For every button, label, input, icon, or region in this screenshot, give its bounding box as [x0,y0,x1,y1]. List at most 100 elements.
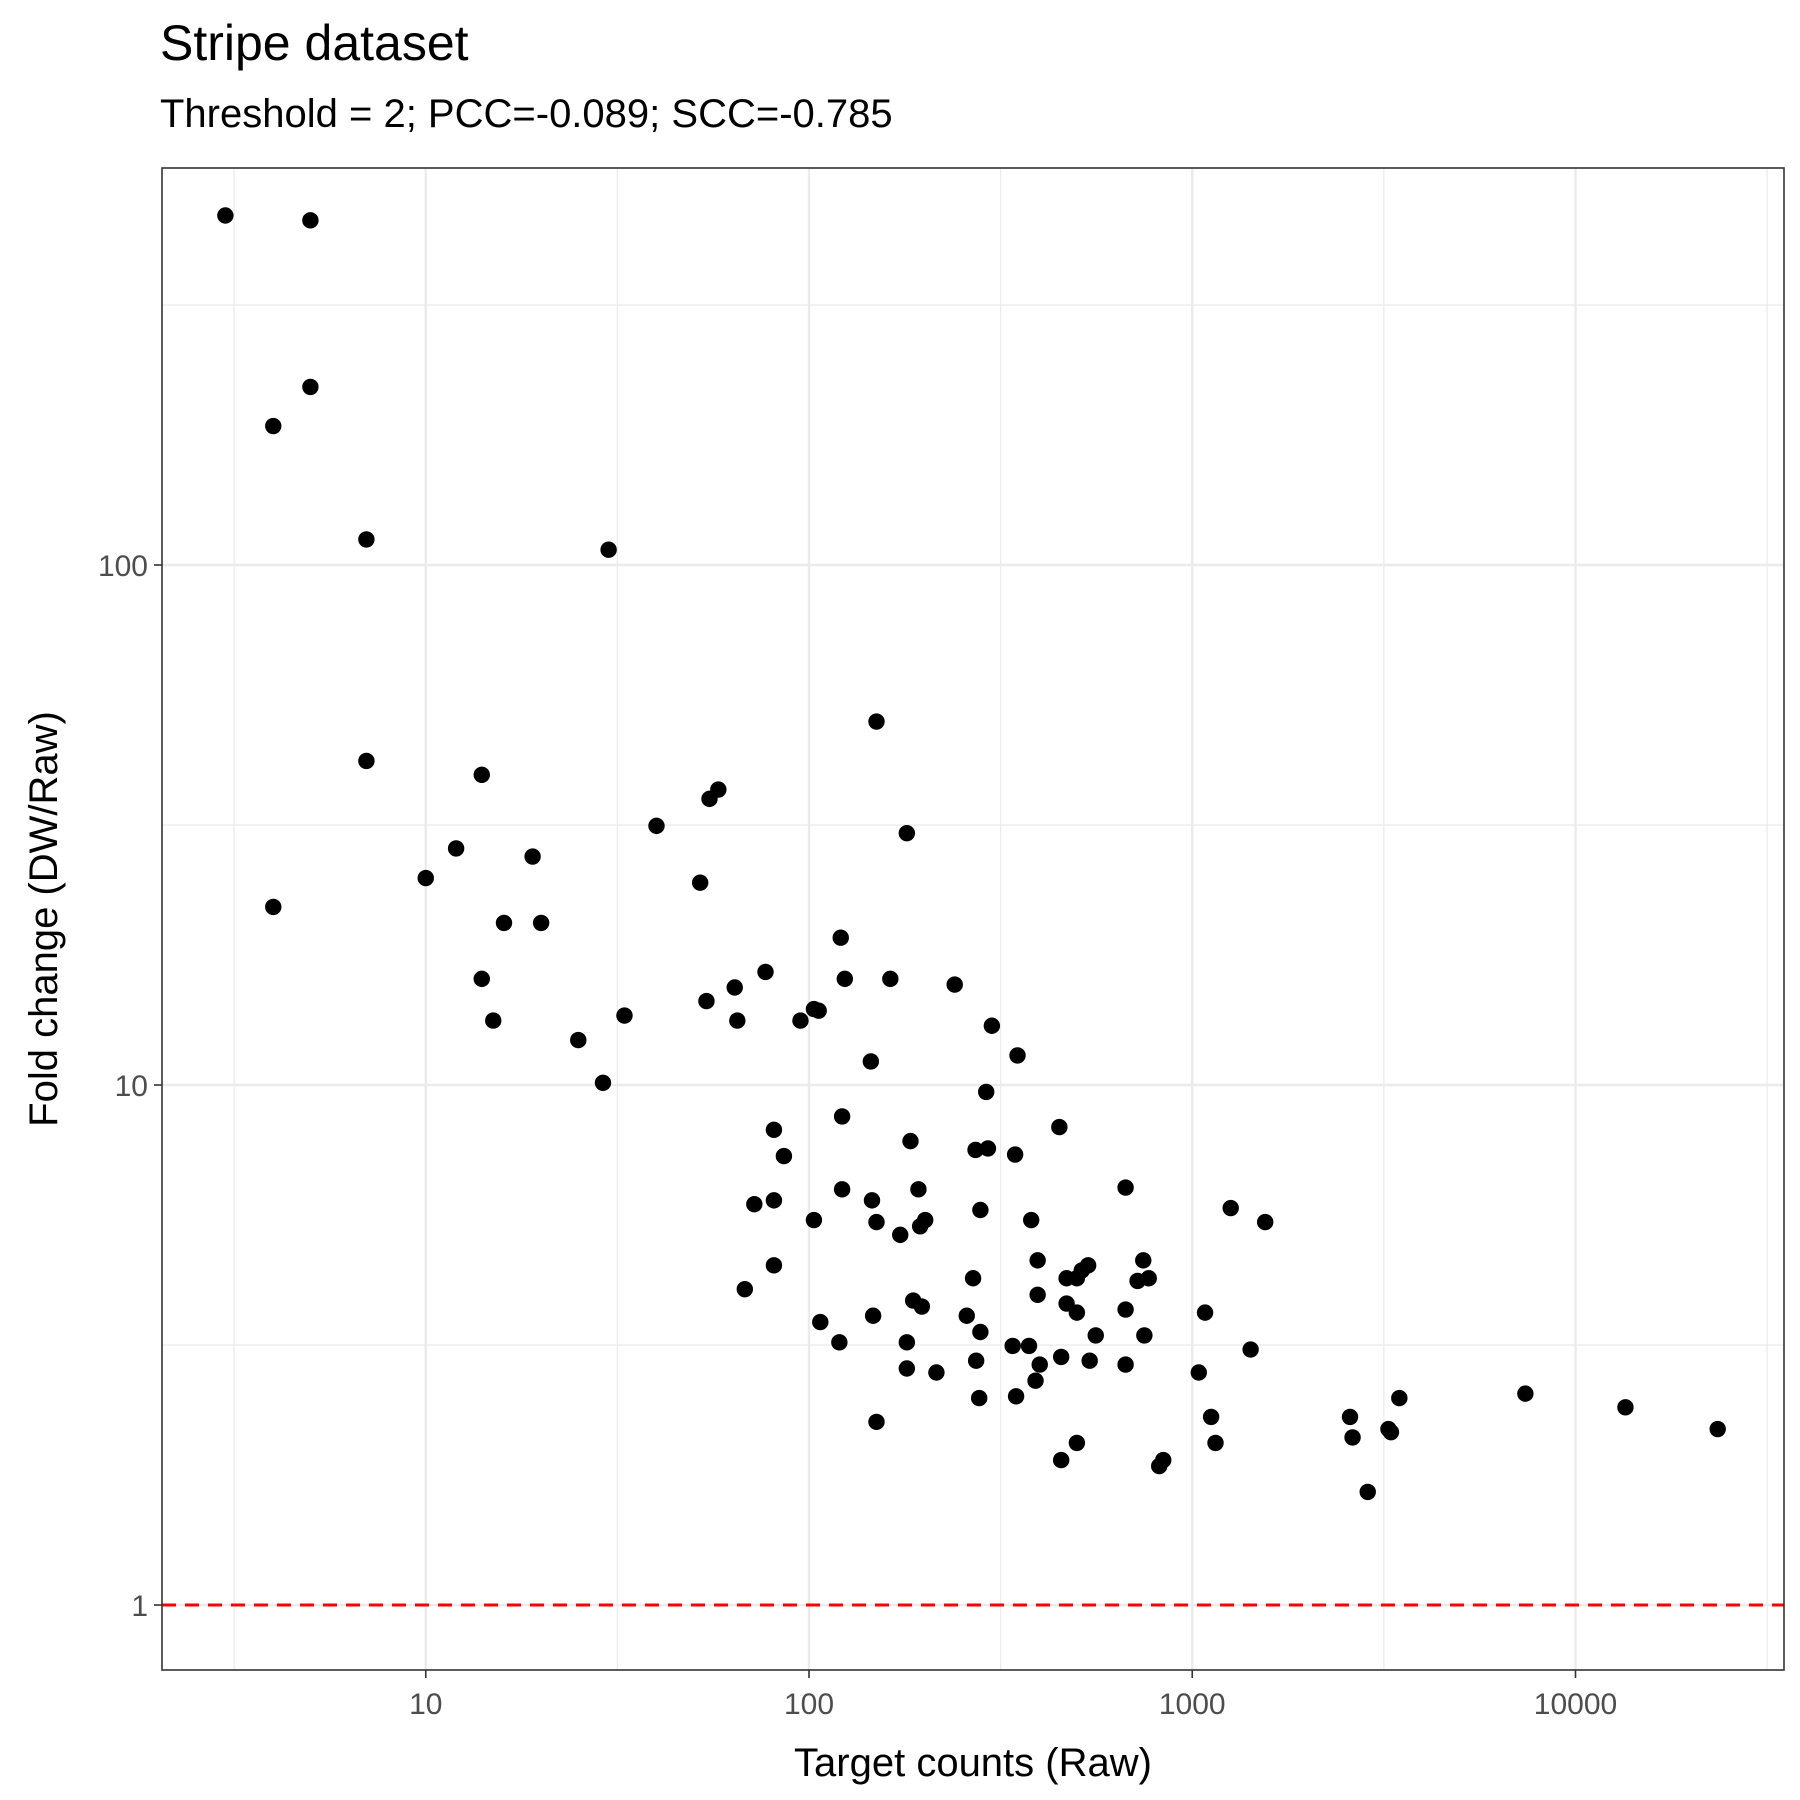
data-point [864,1307,882,1324]
data-point [1004,1337,1021,1355]
chart-subtitle: Threshold = 2; PCC=-0.089; SCC=-0.785 [160,92,893,136]
data-point [970,1389,988,1407]
data-point [1617,1399,1634,1416]
data-point [946,976,963,993]
data-point [1006,1146,1024,1163]
data-point [1391,1389,1408,1407]
data-point [812,1313,829,1331]
data-point [1222,1199,1239,1217]
chart-title: Stripe dataset [160,15,469,71]
data-point [1007,1388,1025,1405]
data-point [1517,1385,1534,1402]
x-axis-title: Target counts (Raw) [794,1741,1152,1785]
data-point [1023,1211,1040,1229]
data-point [765,1192,783,1209]
data-point [765,1121,783,1139]
data-point [757,963,774,981]
data-point [868,1213,885,1231]
data-point [972,1201,989,1219]
data-point [902,1132,919,1150]
data-point [833,1181,851,1198]
data-point [964,1270,982,1287]
data-point [594,1074,612,1091]
data-point [898,824,916,842]
data-point [805,1211,823,1229]
data-point [1117,1179,1134,1196]
data-point [217,207,234,224]
data-point [831,1334,848,1351]
data-point [862,1053,880,1070]
data-point [495,914,513,932]
data-point [600,541,617,558]
data-point [1341,1408,1359,1426]
data-point [616,1007,633,1024]
y-axis-title: Fold change (DW/Raw) [22,711,66,1127]
data-point [917,1211,934,1229]
major-gridlines [162,168,1784,1670]
data-point [1081,1352,1098,1369]
data-point [910,1181,927,1198]
data-point [1027,1372,1044,1389]
data-point [892,1226,909,1244]
data-point [746,1195,763,1213]
data-point [1155,1451,1172,1469]
data-point [1029,1286,1046,1303]
data-point [958,1307,975,1324]
data-point [868,1413,885,1431]
y-tick-label: 100 [98,550,148,583]
data-point [473,970,490,988]
data-point [898,1360,916,1377]
data-point [1140,1270,1157,1287]
minor-gridlines [162,168,1784,1670]
data-point [729,1012,746,1029]
data-point [358,752,375,770]
data-point [1051,1118,1068,1136]
data-point [447,840,465,857]
data-point [302,378,319,396]
data-point [485,1012,502,1029]
data-point [302,212,319,229]
data-point [1135,1252,1152,1269]
data-point [648,817,665,835]
data-point [1031,1356,1048,1373]
data-point [1196,1304,1214,1321]
data-point [868,713,885,730]
data-point [570,1031,587,1049]
data-point [832,929,849,946]
data-point [775,1147,793,1165]
x-tick-label: 1000 [1159,1688,1226,1721]
data-point [1087,1327,1104,1344]
data-point [265,417,282,435]
data-point [882,970,899,988]
data-point [698,992,715,1010]
data-point [1117,1301,1134,1318]
x-tick-label: 10000 [1534,1688,1617,1721]
data-point [1029,1252,1046,1269]
y-tick-label: 1 [131,1590,148,1623]
data-point [1344,1429,1361,1446]
x-tick-label: 10 [409,1688,442,1721]
data-point [978,1083,995,1101]
data-point [967,1352,985,1369]
data-point [417,869,434,887]
data-points [217,207,1726,1501]
data-point [1242,1341,1259,1358]
data-point [736,1280,754,1298]
data-point [358,531,375,548]
data-point [1207,1434,1224,1452]
data-point [1117,1356,1134,1373]
data-point [1382,1423,1400,1441]
data-point [928,1364,945,1381]
data-point [765,1257,783,1274]
data-point [1068,1434,1086,1452]
data-point [473,766,490,783]
data-point [1009,1047,1026,1064]
data-point [1190,1364,1207,1381]
data-point [1052,1451,1070,1469]
data-point [979,1140,997,1157]
data-point [836,970,854,988]
data-point [265,898,282,916]
data-point [972,1323,989,1341]
data-point [691,874,709,891]
